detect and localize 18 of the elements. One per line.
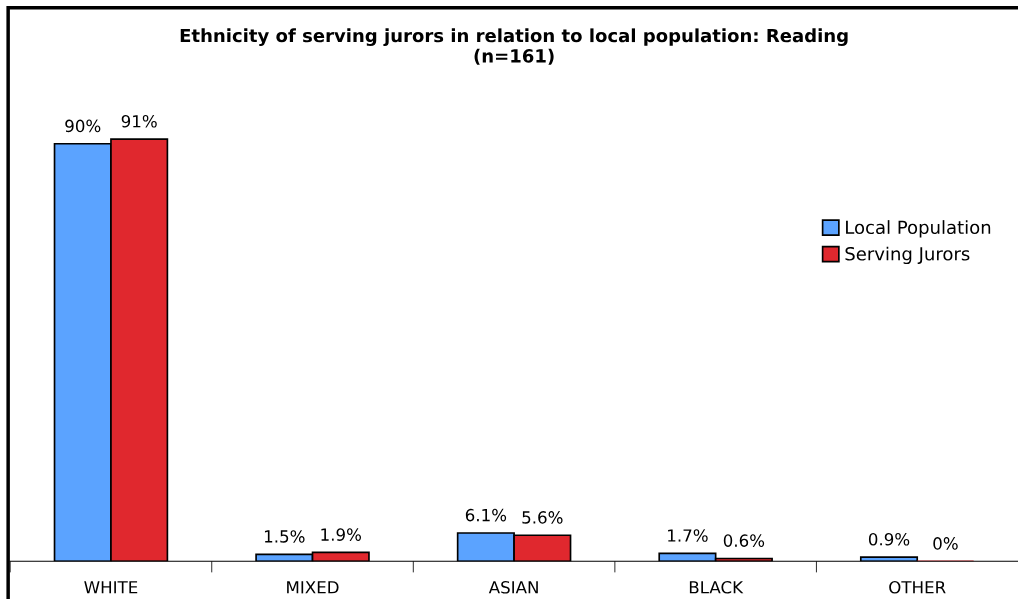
data-label: 0% [933,537,958,550]
data-label: 6.1% [465,508,507,522]
data-label: 1.7% [668,529,708,542]
data-label: 0.9% [868,532,910,546]
x-tick-label: ASIAN [488,581,538,594]
legend-label: Serving Jurors [845,246,970,265]
chart-title: Ethnicity of serving jurors in relation to local population: Reading (n=161) [180,28,848,65]
data-label: 91% [121,114,157,128]
x-tick-label: BLACK [689,581,744,594]
x-tick-label: WHITE [84,581,138,594]
data-label: 1.5% [264,530,305,543]
x-tick-label: MIXED [287,581,339,594]
data-label: 1.9% [321,528,361,541]
x-tick-label: OTHER [889,581,946,594]
data-label: 0.6% [723,534,765,547]
data-label: 5.6% [522,511,563,524]
legend-label: Local Population [846,220,991,238]
data-label: 90% [65,119,101,133]
